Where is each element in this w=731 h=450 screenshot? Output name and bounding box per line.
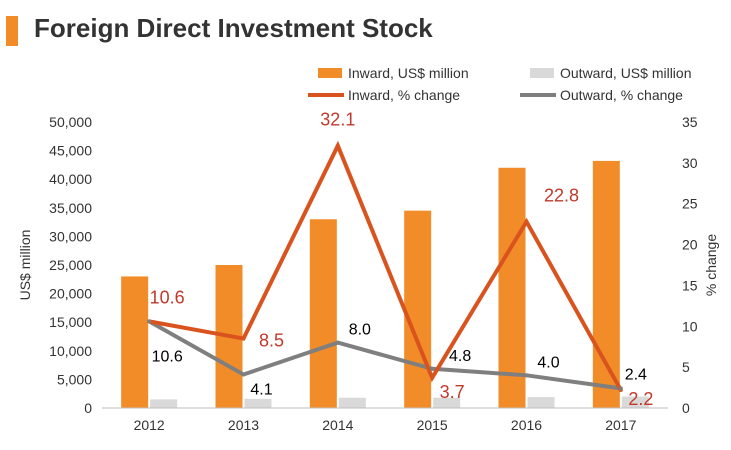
y-tick-label: 45,000 [49, 143, 92, 159]
inward-change-label: 8.5 [259, 331, 284, 351]
y2-tick-label: 10 [682, 318, 698, 334]
page-title: Foreign Direct Investment Stock [34, 13, 433, 43]
outward-change-point [430, 366, 435, 371]
outward-change-label: 2.4 [625, 366, 647, 383]
inward-change-point [335, 143, 340, 148]
inward-bar [404, 210, 432, 408]
outward-change-label: 10.6 [152, 348, 183, 365]
inward-bar [309, 219, 337, 408]
inward-change-label: 32.1 [320, 110, 355, 130]
outward-change-point [335, 340, 340, 345]
y-tick-label: 0 [84, 400, 92, 416]
outward-bar [433, 397, 461, 408]
outward-change-point [147, 319, 152, 324]
y-axis-title: US$ million [17, 230, 33, 301]
inward-bar [592, 160, 620, 408]
x-tick-label: 2017 [605, 417, 636, 433]
inward-bar [121, 276, 149, 408]
outward-change-label: 4.8 [449, 348, 471, 365]
x-tick-label: 2016 [511, 417, 542, 433]
legend-outward-line-label: Outward, % change [560, 87, 683, 103]
outward-change-label: 8.0 [349, 322, 371, 339]
outward-bar [150, 399, 178, 408]
outward-change-point [524, 373, 529, 378]
legend-inward-bar-swatch [318, 68, 342, 78]
legend-outward-bar-label: Outward, US$ million [560, 65, 692, 81]
outward-change-point [241, 372, 246, 377]
y2-tick-label: 35 [682, 114, 698, 130]
outward-change-label: 4.0 [537, 354, 559, 371]
y-tick-label: 25,000 [49, 257, 92, 273]
y2-tick-label: 15 [682, 277, 698, 293]
y2-axis-title: % change [703, 234, 719, 296]
inward-change-label: 22.8 [544, 186, 579, 206]
inward-change-label: 2.2 [628, 389, 653, 409]
outward-change-line [148, 319, 622, 391]
y-tick-label: 10,000 [49, 343, 92, 359]
x-tick-label: 2014 [322, 417, 353, 433]
outward-bar [527, 397, 555, 408]
y-tick-label: 15,000 [49, 314, 92, 330]
y2-tick-label: 0 [682, 400, 690, 416]
x-tick-label: 2012 [134, 417, 165, 433]
outward-bar [621, 396, 649, 408]
inward-change-label: 10.6 [150, 287, 185, 307]
outward-change-point [618, 386, 623, 391]
outward-bar [244, 398, 272, 408]
y-tick-label: 5,000 [57, 371, 92, 387]
inward-bar [498, 167, 526, 408]
title-accent-bar [6, 16, 18, 46]
y2-tick-label: 5 [682, 359, 690, 375]
outward-change-label: 4.1 [250, 381, 272, 398]
legend-inward-line-label: Inward, % change [348, 87, 460, 103]
y-tick-label: 40,000 [49, 171, 92, 187]
y-tick-label: 30,000 [49, 228, 92, 244]
y2-tick-label: 20 [682, 237, 698, 253]
y2-tick-label: 25 [682, 196, 698, 212]
legend-outward-bar-swatch [530, 68, 554, 78]
y-tick-label: 50,000 [49, 114, 92, 130]
inward-change-line [148, 140, 623, 392]
legend-inward-bar-label: Inward, US$ million [348, 65, 469, 81]
inward-change-point [524, 219, 529, 224]
x-tick-label: 2013 [228, 417, 259, 433]
inward-change-point [430, 375, 435, 380]
x-tick-label: 2015 [417, 417, 448, 433]
y2-tick-label: 30 [682, 155, 698, 171]
outward-bar [338, 397, 366, 408]
y-tick-label: 20,000 [49, 286, 92, 302]
inward-change-point [241, 336, 246, 341]
inward-change-label: 3.7 [440, 382, 465, 402]
y-tick-label: 35,000 [49, 200, 92, 216]
